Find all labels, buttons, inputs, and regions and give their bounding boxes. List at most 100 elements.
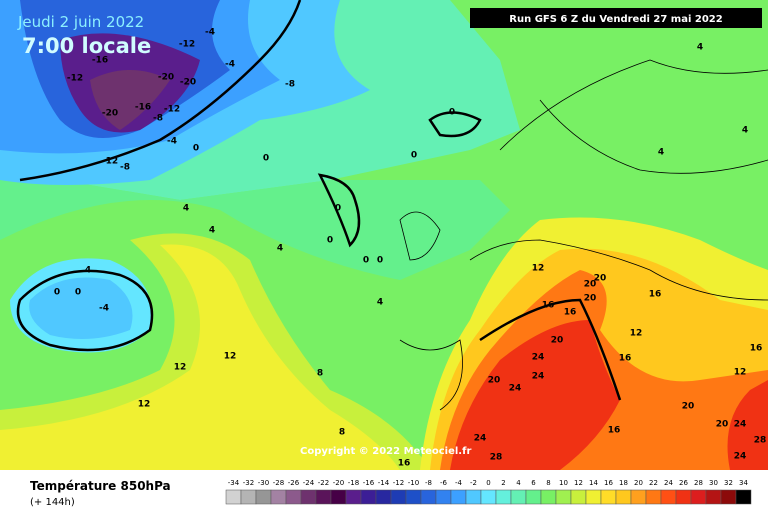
- contour-label: 12: [138, 400, 151, 410]
- colorbar-swatch: [465, 489, 482, 505]
- contour-label: -12: [164, 105, 180, 115]
- borders: [399, 59, 768, 411]
- date: Jeudi 2 juin 2022: [17, 13, 144, 31]
- contour-label: 24: [532, 353, 545, 363]
- colorbar-label: -32: [243, 479, 254, 487]
- colorbar-label: 22: [649, 479, 658, 487]
- colorbar-label: 34: [739, 479, 748, 487]
- colorbar-swatch: [255, 489, 272, 505]
- map-zone: [0, 244, 400, 470]
- colorbar-label: 14: [589, 479, 598, 487]
- colorbar-label: -20: [333, 479, 344, 487]
- colorbar-swatch: [615, 489, 632, 505]
- contour-label: 12: [630, 329, 643, 339]
- contour-label: -12: [67, 74, 83, 84]
- contour-label: 4: [183, 204, 189, 214]
- colorbar-label: -14: [378, 479, 390, 487]
- colorbar-swatch: [630, 489, 647, 505]
- contour-label: 16: [619, 354, 632, 364]
- contour-label: 20: [551, 336, 564, 346]
- contour-label: -8: [120, 163, 130, 173]
- map: [0, 0, 768, 470]
- colorbar-label: -28: [273, 479, 284, 487]
- contour-label: 4: [377, 298, 383, 308]
- colorbar-label: -4: [455, 479, 463, 487]
- contour-label: 28: [754, 436, 767, 446]
- colorbar-swatch: [405, 489, 422, 505]
- colorbar-swatch: [480, 489, 497, 505]
- contour-label: -8: [285, 80, 295, 90]
- contour-label: 24: [474, 434, 487, 444]
- colorbar-label: -30: [258, 479, 269, 487]
- contour-label: 16: [608, 426, 621, 436]
- colorbar-swatch: [300, 489, 317, 505]
- contour-label: -4: [205, 28, 215, 38]
- colorbar-swatch: [555, 489, 572, 505]
- map-zone: [90, 70, 170, 130]
- colorbar-swatch: [360, 489, 377, 505]
- footer-title: Température 850hPa: [30, 479, 171, 493]
- colorbar-label: -34: [228, 479, 240, 487]
- colorbar-swatch: [285, 489, 302, 505]
- map-zone: [0, 170, 510, 280]
- contour-label: 4: [658, 148, 664, 158]
- contour-label: -4: [167, 137, 177, 147]
- contour-label: 16: [542, 301, 555, 311]
- contour-label: 24: [734, 420, 747, 430]
- contour-label: -12: [179, 40, 195, 50]
- time: 7:00 locale: [22, 34, 151, 58]
- colorbar-swatch: [420, 489, 437, 505]
- contour-label: 20: [716, 420, 729, 430]
- contour-label: 4: [742, 126, 748, 136]
- colorbar-label: 10: [559, 479, 568, 487]
- contour-label: 24: [532, 372, 545, 382]
- colorbar-label: 0: [486, 479, 490, 487]
- contour-label: 20: [584, 294, 597, 304]
- contour-label: 0: [335, 204, 341, 214]
- map-zone: [29, 277, 133, 339]
- colorbar-label: 24: [664, 479, 673, 487]
- colorbar-swatch: [600, 489, 617, 505]
- colorbar-label: 4: [516, 479, 521, 487]
- contour-label: 16: [564, 308, 577, 318]
- contour-label: 0: [75, 288, 81, 298]
- colorbar-swatch: [450, 489, 467, 505]
- contour-label: 8: [317, 369, 323, 379]
- contour-label: 16: [398, 459, 411, 469]
- contour-label: 0: [263, 154, 269, 164]
- colorbar-label: -6: [440, 479, 448, 487]
- colorbar-label: 6: [531, 479, 536, 487]
- contour-label: 20: [488, 376, 501, 386]
- contour-label: -20: [180, 78, 196, 88]
- colorbar-label: -24: [303, 479, 315, 487]
- colorbar-swatch: [435, 489, 452, 505]
- colorbar-label: -12: [393, 479, 404, 487]
- colorbar-label: 28: [694, 479, 703, 487]
- contour-label: 8: [339, 428, 345, 438]
- colorbar-swatch: [540, 489, 557, 505]
- contour-label: 12: [174, 363, 187, 373]
- coastlines: [16, 0, 622, 401]
- colorbar-swatch: [675, 489, 692, 505]
- colorbar-swatch: [705, 489, 722, 505]
- colorbar-label: -18: [348, 479, 359, 487]
- colorbar-label: 32: [724, 479, 733, 487]
- contour-label: 0: [327, 236, 333, 246]
- contour-label: 0: [193, 144, 199, 154]
- colorbar-label: 16: [604, 479, 613, 487]
- contour-label: 0: [363, 256, 369, 266]
- colorbar-swatch: [510, 489, 527, 505]
- colorbar-swatch: [585, 489, 602, 505]
- colorbar-label: -10: [408, 479, 419, 487]
- colorbar-swatch: [345, 489, 362, 505]
- map-zone: [450, 320, 620, 470]
- colorbar-swatch: [225, 489, 242, 505]
- contour-label: 16: [649, 290, 662, 300]
- colorbar-label: 20: [634, 479, 643, 487]
- colorbar-label: 12: [574, 479, 583, 487]
- contour-label: 4: [697, 43, 703, 53]
- colorbar-swatch: [660, 489, 677, 505]
- footer-subtitle: (+ 144h): [30, 497, 75, 508]
- colorbar-swatch: [495, 489, 512, 505]
